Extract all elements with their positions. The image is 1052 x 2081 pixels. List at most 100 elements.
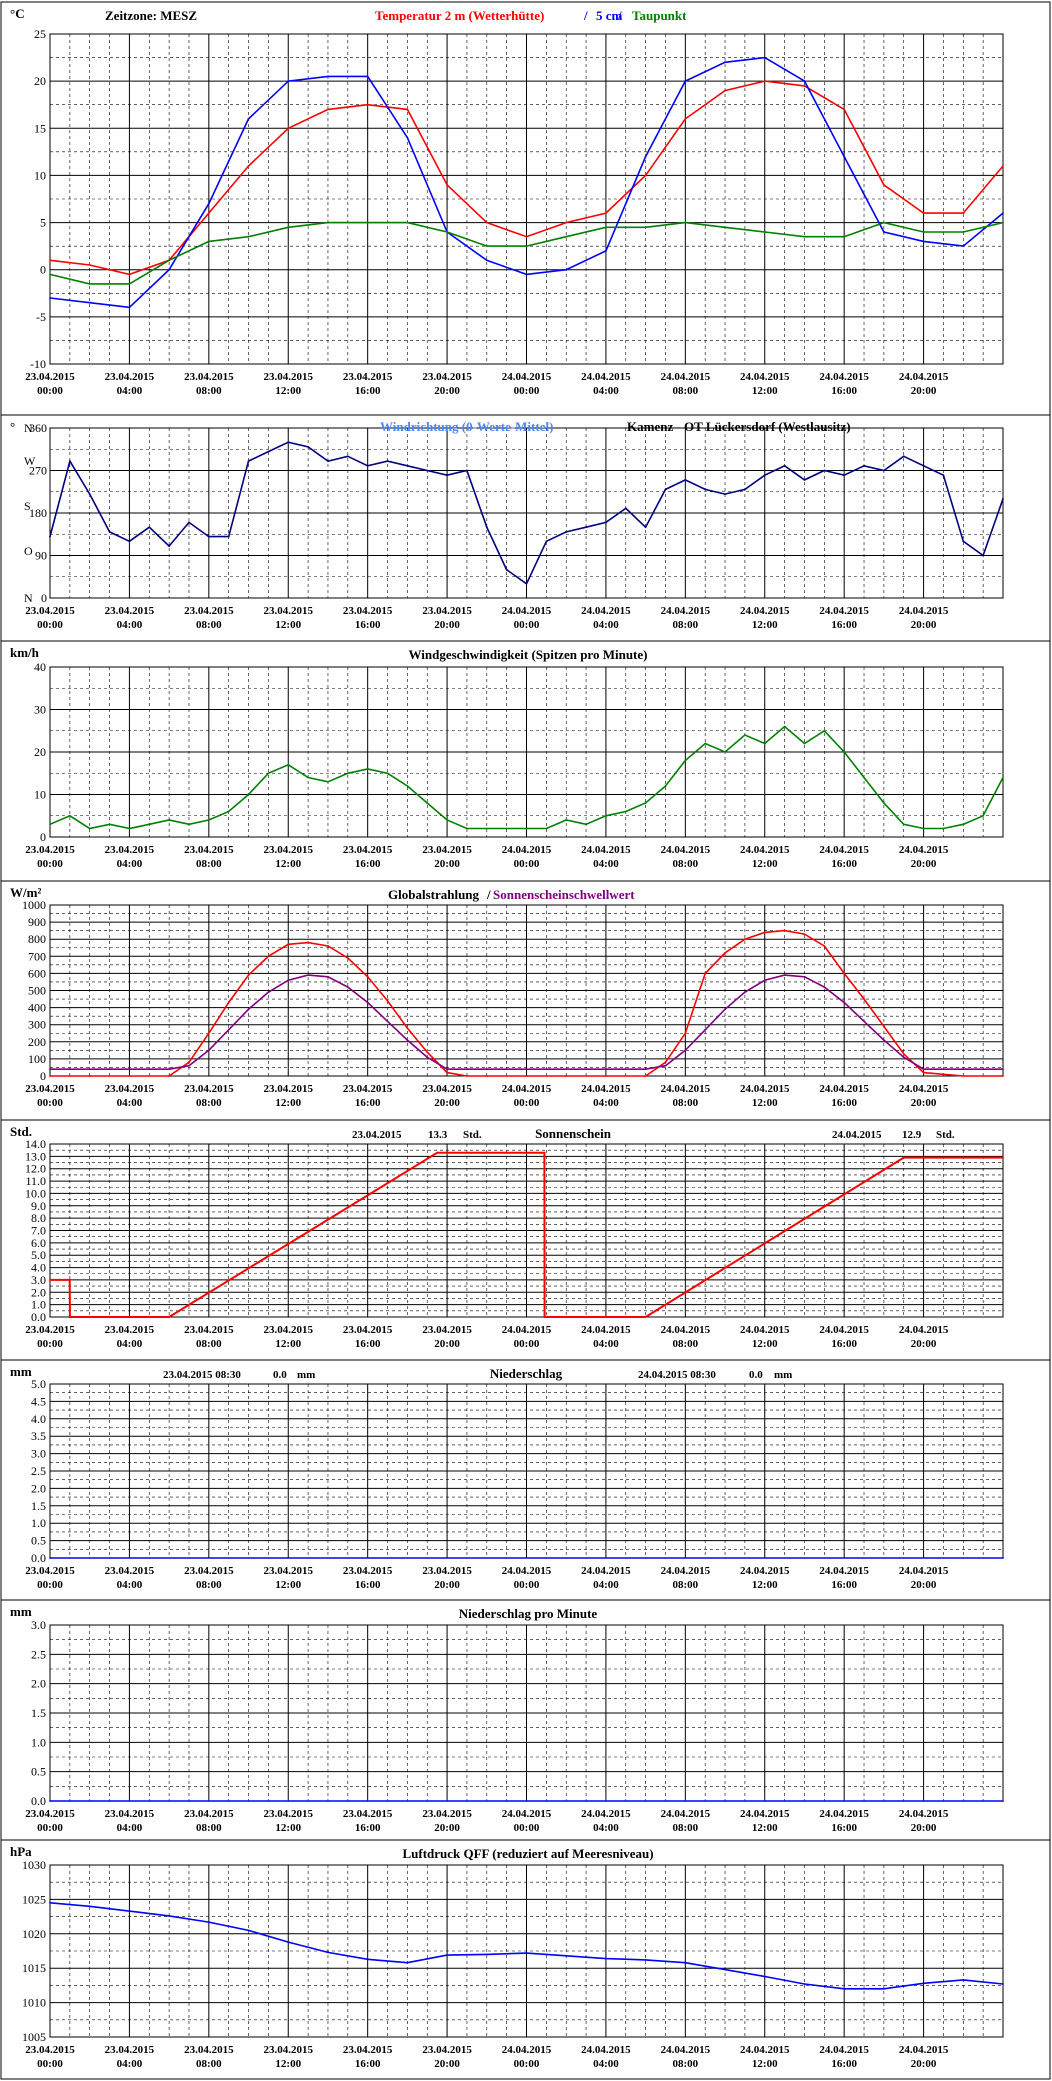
- data-point: [327, 75, 329, 78]
- series-line: [50, 974, 1003, 1070]
- x-tick-time: 16:00: [831, 858, 857, 870]
- x-tick-time: 08:00: [196, 1097, 222, 1109]
- x-tick-date: 23.04.2015: [264, 1808, 314, 1820]
- y-tick-label: 0.0: [31, 1551, 46, 1565]
- data-point: [863, 998, 865, 1000]
- data-point: [247, 460, 250, 462]
- x-tick-date: 24.04.2015: [740, 1324, 790, 1336]
- x-tick-date: 24.04.2015: [661, 1324, 711, 1336]
- y-tick-label: -10: [30, 357, 46, 371]
- data-point: [962, 231, 965, 233]
- x-tick-time: 12:00: [275, 619, 301, 631]
- data-point: [525, 235, 528, 238]
- x-tick-date: 24.04.2015: [581, 844, 631, 856]
- y-tick-label: O: [24, 544, 33, 558]
- y-tick-label: 12.0: [25, 1162, 46, 1176]
- x-tick-date: 24.04.2015: [740, 1083, 790, 1095]
- chart-panel-wind_direction: NOSWN090180270360°23.04.201500:0023.04.2…: [0, 414, 1051, 642]
- x-tick-time: 12:00: [275, 858, 301, 870]
- x-tick-date: 23.04.2015: [343, 1083, 393, 1095]
- data-point: [684, 1049, 687, 1052]
- data-point: [605, 1075, 607, 1077]
- x-tick-time: 08:00: [196, 385, 222, 397]
- data-point: [922, 1071, 925, 1074]
- y-tick-label: 6.0: [31, 1236, 46, 1250]
- grid: [49, 1864, 1004, 2038]
- x-tick-time: 20:00: [911, 1338, 937, 1350]
- annotation-text: 23.04.2015 08:30: [163, 1369, 241, 1381]
- series-group: [49, 1151, 1004, 1318]
- x-tick-time: 20:00: [434, 619, 460, 631]
- data-point: [69, 814, 71, 817]
- data-point: [922, 827, 925, 830]
- data-point: [863, 464, 865, 467]
- data-point: [962, 1068, 965, 1071]
- data-point: [128, 283, 131, 285]
- data-point: [426, 1056, 429, 1059]
- data-point: [148, 526, 151, 529]
- data-point: [446, 474, 448, 477]
- data-point: [287, 943, 290, 946]
- data-point: [684, 118, 687, 120]
- data-point: [128, 1068, 131, 1071]
- data-point: [327, 108, 329, 111]
- x-tick-date: 24.04.2015: [819, 1565, 869, 1577]
- x-tick-date: 23.04.2015: [184, 1324, 234, 1336]
- x-tick-date: 23.04.2015: [422, 605, 472, 617]
- data-point: [436, 1151, 439, 1154]
- data-point: [1002, 776, 1004, 779]
- data-point: [287, 979, 290, 982]
- data-point: [704, 1028, 707, 1031]
- data-point: [68, 1279, 71, 1281]
- x-tick-date: 24.04.2015: [899, 1808, 949, 1820]
- data-point: [803, 742, 806, 745]
- title-part: Luftdruck QFF (reduziert auf Meeresnivea…: [402, 1846, 653, 1861]
- data-point: [287, 80, 290, 82]
- data-point: [426, 1051, 429, 1053]
- x-tick-date: 23.04.2015: [105, 2044, 155, 2056]
- data-point: [1002, 1156, 1004, 1159]
- x-tick-time: 04:00: [117, 1338, 143, 1350]
- data-point: [88, 283, 91, 285]
- x-tick-time: 16:00: [831, 1097, 857, 1109]
- data-point: [386, 1020, 389, 1023]
- annotation-text: 24.04.2015: [832, 1129, 882, 1141]
- data-point: [783, 974, 786, 976]
- x-tick-date: 24.04.2015: [502, 605, 552, 617]
- annotation-text: 24.04.2015 08:30: [638, 1369, 716, 1381]
- x-tick-time: 20:00: [434, 2058, 460, 2070]
- data-point: [88, 301, 91, 304]
- y-tick-label: 1005: [22, 2030, 46, 2044]
- data-point: [763, 474, 766, 477]
- x-tick-time: 04:00: [117, 1579, 143, 1591]
- series-line: [50, 1151, 1003, 1318]
- data-point: [466, 1068, 468, 1071]
- timezone-label: Zeitzone: MESZ: [105, 8, 197, 23]
- data-point: [426, 469, 429, 472]
- chart-title: Niederschlag 23.04.2015 08:30 0.0 mm 24.04.2…: [163, 1366, 792, 1381]
- data-point: [49, 1279, 51, 1281]
- x-tick-date: 23.04.2015: [25, 1808, 75, 1820]
- data-point: [485, 1953, 488, 1956]
- data-point: [724, 751, 726, 753]
- annotation-text: 23.04.2015: [352, 1129, 402, 1141]
- data-point: [485, 827, 488, 830]
- data-point: [49, 1901, 51, 1904]
- data-point: [406, 221, 409, 224]
- x-tick-time: 00:00: [37, 858, 63, 870]
- data-point: [962, 245, 965, 248]
- y-tick-label: 1.5: [31, 1706, 46, 1720]
- data-point: [247, 1008, 250, 1011]
- data-point: [346, 957, 349, 959]
- x-tick-time: 20:00: [911, 2058, 937, 2070]
- data-point: [49, 823, 51, 826]
- x-tick-date: 24.04.2015: [581, 371, 631, 383]
- x-tick-date: 23.04.2015: [264, 1083, 314, 1095]
- data-point: [763, 231, 766, 233]
- x-tick-date: 24.04.2015: [661, 1808, 711, 1820]
- data-point: [247, 165, 250, 167]
- data-point: [823, 945, 826, 947]
- x-tick-date: 24.04.2015: [502, 1083, 552, 1095]
- data-point: [168, 1915, 171, 1917]
